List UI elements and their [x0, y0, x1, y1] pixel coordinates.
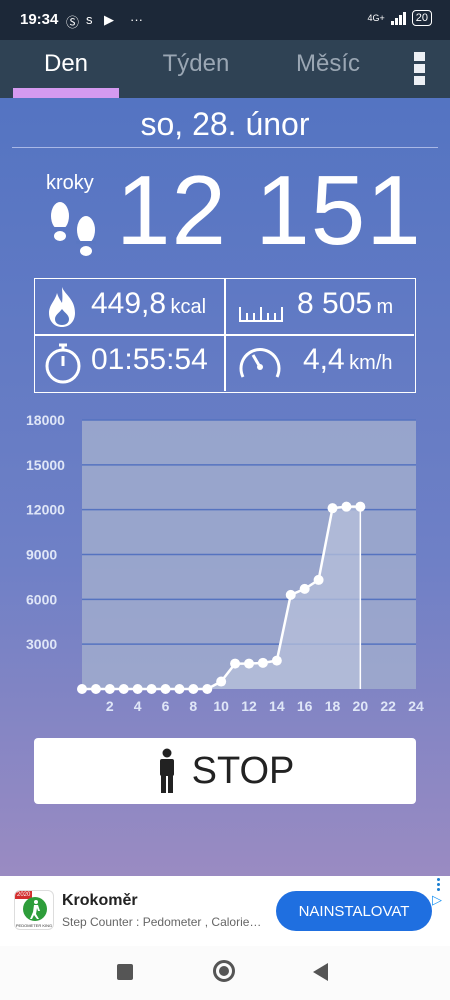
chart-xtick-label: 10 — [213, 698, 229, 714]
chart-xtick-label: 4 — [134, 698, 142, 714]
main-panel: so, 28. únor kroky 12 151 449,8 kcal — [0, 98, 450, 876]
stats-grid: 449,8 kcal 8 505 m — [34, 278, 416, 393]
home-button[interactable] — [213, 960, 235, 982]
ruler-icon — [239, 307, 283, 322]
chart-point — [104, 684, 115, 694]
status-bar: 19:34 Ⓢ s ▶ ··· 4G+ 20 — [0, 0, 450, 40]
back-button[interactable] — [313, 963, 328, 981]
speedometer-icon — [239, 348, 281, 378]
chart-point — [160, 684, 171, 694]
chart-point — [216, 676, 227, 687]
distance-value: 8 505 — [297, 287, 373, 320]
footprints-icon — [50, 202, 96, 256]
battery-icon: 20 — [411, 10, 432, 26]
recent-apps-button[interactable] — [117, 964, 133, 980]
chart-point — [90, 684, 101, 694]
chart-point — [285, 589, 296, 600]
divider — [12, 147, 438, 148]
stop-button-label: STOP — [191, 749, 295, 792]
chart-point — [299, 583, 310, 594]
calories-stat: 449,8 kcal — [91, 287, 206, 321]
chart-point — [341, 501, 352, 512]
flame-icon — [49, 287, 75, 327]
signal-icon — [390, 11, 406, 25]
network-type: 4G+ — [367, 13, 385, 23]
chart-point — [77, 684, 87, 694]
distance-unit: m — [376, 296, 394, 318]
ad-install-button[interactable]: NAINSTALOVAT — [276, 891, 432, 931]
chart-ytick-label: 15000 — [26, 457, 65, 473]
chart-ytick-label: 12000 — [26, 502, 65, 518]
chart-point — [174, 684, 185, 694]
chart-point — [230, 658, 241, 669]
chart-point — [118, 684, 129, 694]
chart-point — [313, 574, 324, 585]
chart-ytick-label: 6000 — [26, 591, 57, 607]
chart-point — [244, 658, 254, 669]
speed-unit: km/h — [349, 352, 393, 374]
distance-stat: 8 505 m — [297, 287, 393, 321]
more-notifications-icon: ··· — [130, 12, 143, 27]
stop-button[interactable]: STOP — [34, 738, 416, 804]
duration-value: 01:55:54 — [91, 343, 208, 376]
chart-area-fill — [82, 506, 361, 689]
status-time: 19:34 — [20, 11, 59, 28]
date-label: so, 28. únor — [140, 106, 310, 142]
ad-subtitle[interactable]: Step Counter : Pedometer , Calorie… — [62, 915, 262, 929]
steps-count: 12 151 — [116, 155, 422, 265]
speed-value: 4,4 — [303, 343, 345, 376]
steps-label: kroky — [46, 172, 94, 194]
chart-ytick-label: 18000 — [26, 412, 65, 428]
chart-xtick-label: 2 — [106, 698, 114, 714]
system-nav-bar — [0, 946, 450, 1000]
chart-xtick-label: 6 — [162, 698, 170, 714]
chart-point — [355, 501, 366, 512]
ad-icon-badge: 2020 — [15, 891, 33, 899]
ad-banner[interactable]: 2020 PEDOMETER KING Krokoměr Step Counte… — [0, 876, 450, 946]
calories-value: 449,8 — [91, 287, 167, 320]
tab-day[interactable]: Den — [43, 50, 89, 77]
chart-point — [271, 655, 282, 666]
chart-xtick-label: 8 — [189, 698, 197, 714]
chart-xtick-label: 20 — [353, 698, 369, 714]
ad-icon-caption: PEDOMETER KING — [15, 923, 53, 928]
tab-month[interactable]: Měsíc — [295, 50, 360, 77]
chart-xtick-label: 16 — [297, 698, 313, 714]
walking-person-icon — [23, 897, 47, 921]
chart-point — [257, 657, 268, 668]
notification-icon: Ⓢ — [66, 15, 80, 30]
chart-point — [202, 684, 213, 694]
overflow-menu-icon[interactable] — [414, 52, 428, 88]
ad-menu-icon[interactable] — [437, 878, 441, 893]
duration-stat: 01:55:54 — [91, 343, 208, 377]
chart-xtick-label: 14 — [269, 698, 285, 714]
chart-point — [146, 684, 157, 694]
chart-xtick-label: 22 — [380, 698, 396, 714]
active-tab-indicator — [13, 88, 119, 98]
chart-ytick-label: 3000 — [26, 636, 57, 652]
ad-choices-icon[interactable]: ▷ — [432, 892, 442, 907]
calories-unit: kcal — [170, 296, 207, 318]
chart-point — [188, 684, 199, 694]
sim-icon: s — [86, 12, 93, 27]
ad-app-icon[interactable]: 2020 PEDOMETER KING — [14, 890, 54, 930]
youtube-icon: ▶ — [104, 12, 114, 27]
ad-title[interactable]: Krokoměr — [62, 892, 138, 909]
chart-xtick-label: 12 — [241, 698, 257, 714]
stopwatch-icon — [45, 343, 81, 384]
chart-xtick-label: 24 — [408, 698, 424, 714]
tab-week[interactable]: Týden — [162, 50, 230, 77]
chart-ytick-label: 9000 — [26, 547, 57, 563]
chart-point — [327, 503, 338, 514]
person-icon — [159, 748, 174, 793]
speed-stat: 4,4 km/h — [303, 343, 393, 377]
chart-point — [132, 684, 143, 694]
chart-xtick-label: 18 — [325, 698, 341, 714]
